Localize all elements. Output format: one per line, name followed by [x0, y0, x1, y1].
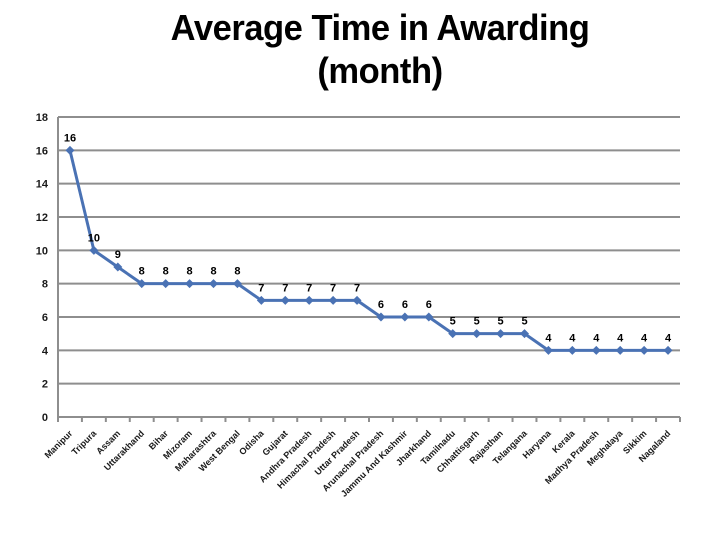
y-axis-tick-label: 18	[36, 112, 48, 124]
data-point-marker	[161, 279, 171, 289]
data-point-label: 8	[139, 266, 145, 278]
chart-title-line2: (month)	[317, 50, 443, 92]
data-point-label: 8	[210, 266, 216, 278]
data-point-label: 9	[115, 249, 121, 261]
data-point-marker	[280, 295, 290, 305]
data-point-marker	[448, 329, 458, 339]
data-point-marker	[472, 329, 482, 339]
data-point-marker	[543, 345, 553, 355]
data-point-marker	[137, 279, 147, 289]
data-point-label: 8	[163, 266, 169, 278]
data-point-label: 8	[234, 266, 240, 278]
data-point-marker	[496, 329, 506, 339]
data-point-label: 4	[641, 332, 648, 344]
y-axis-tick-label: 2	[42, 379, 48, 391]
data-point-marker	[400, 312, 410, 322]
data-point-marker	[65, 145, 75, 155]
y-axis-tick-label: 8	[42, 279, 48, 291]
data-point-marker	[639, 345, 649, 355]
data-point-label: 4	[617, 332, 624, 344]
data-point-marker	[89, 245, 99, 255]
data-point-marker	[376, 312, 386, 322]
data-point-label: 5	[474, 316, 480, 328]
y-axis-tick-label: 12	[36, 212, 48, 224]
data-point-marker	[256, 295, 266, 305]
data-point-label: 16	[64, 132, 76, 144]
data-point-label: 7	[258, 282, 264, 294]
data-point-marker	[591, 345, 601, 355]
data-point-label: 7	[306, 282, 312, 294]
data-point-marker	[567, 345, 577, 355]
data-point-label: 4	[593, 332, 600, 344]
data-point-label: 6	[402, 299, 408, 311]
data-point-label: 7	[282, 282, 288, 294]
data-point-marker	[663, 345, 673, 355]
data-point-label: 6	[426, 299, 432, 311]
data-point-label: 4	[665, 332, 672, 344]
data-point-marker	[520, 329, 529, 339]
data-point-label: 4	[545, 332, 552, 344]
y-axis-tick-label: 10	[36, 245, 48, 257]
data-point-marker	[113, 262, 123, 272]
data-point-label: 7	[330, 282, 336, 294]
y-axis-tick-label: 14	[36, 179, 49, 191]
data-point-label: 6	[378, 299, 384, 311]
data-point-label: 5	[450, 316, 456, 328]
y-axis-tick-label: 6	[42, 312, 48, 324]
data-point-label: 10	[88, 232, 100, 244]
data-point-label: 5	[498, 316, 504, 328]
y-axis-tick-label: 0	[42, 412, 48, 424]
data-point-marker	[185, 279, 195, 289]
data-point-marker	[328, 295, 338, 305]
data-point-marker	[304, 295, 314, 305]
data-point-label: 7	[354, 282, 360, 294]
data-point-label: 8	[187, 266, 193, 278]
chart-title-line1: Average Time in Awarding	[170, 7, 590, 48]
data-point-marker	[615, 345, 625, 355]
y-axis-tick-label: 4	[42, 345, 49, 357]
data-point-marker	[352, 295, 362, 305]
x-axis-category-label: Manipur	[43, 428, 75, 460]
data-point-marker	[232, 279, 242, 289]
data-point-marker	[424, 312, 434, 322]
y-axis-tick-label: 16	[36, 145, 48, 157]
x-axis-category-label: Tripura	[70, 428, 99, 457]
data-point-label: 5	[521, 316, 527, 328]
chart-title: Average Time in Awarding (month)	[54, 6, 707, 92]
data-point-marker	[209, 279, 218, 289]
data-point-label: 4	[569, 332, 576, 344]
